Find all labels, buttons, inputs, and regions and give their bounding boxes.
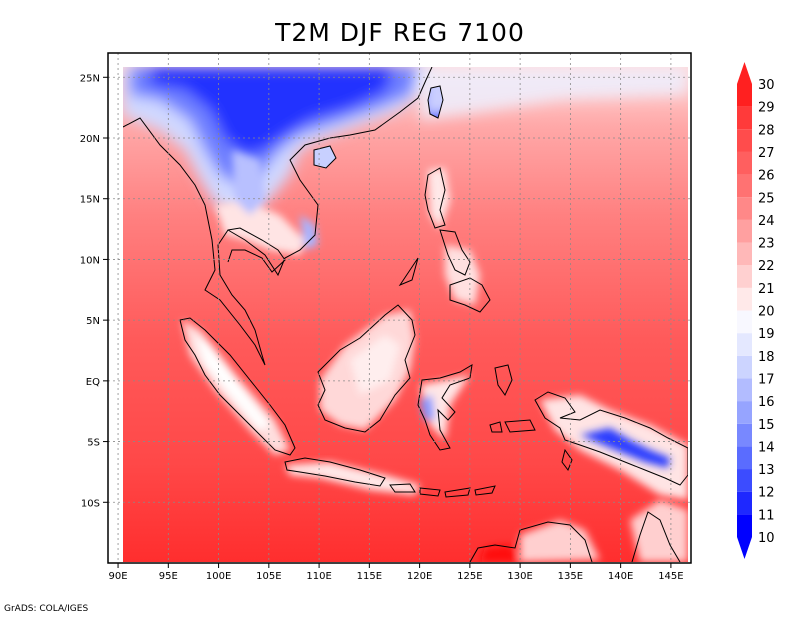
- colorbar-label: 27: [758, 146, 775, 161]
- colorbar-label: 20: [758, 305, 775, 320]
- colorbar-swatch: [737, 333, 752, 356]
- lat-tick-label: 10N: [80, 255, 100, 266]
- latitude-axis: 25N 20N 15N 10N 5N EQ 5S 10S: [80, 73, 108, 509]
- lon-tick-label: 130E: [507, 571, 532, 582]
- colorbar-label: 10: [758, 531, 775, 546]
- map-title: T2M DJF REG 7100: [275, 18, 525, 47]
- colorbar-swatch: [737, 151, 752, 175]
- lon-tick-label: 100E: [206, 571, 231, 582]
- colorbar-swatch: [737, 355, 752, 379]
- colorbar-label: 19: [758, 327, 775, 342]
- lon-tick-label: 95E: [159, 571, 178, 582]
- colorbar-label: 17: [758, 372, 775, 387]
- lat-tick-label: 5N: [86, 316, 100, 327]
- colorbar-label: 16: [758, 395, 775, 410]
- colorbar-label: 18: [758, 350, 775, 365]
- colorbar-swatch: [737, 423, 752, 447]
- colorbar-label: 14: [758, 440, 775, 455]
- colorbar-swatch: [737, 469, 752, 492]
- coastlines: [123, 67, 688, 562]
- colorbar-swatch: [737, 446, 752, 470]
- colorbar-label: 26: [758, 169, 775, 184]
- colorbar-swatch: [737, 174, 752, 198]
- colorbar-label: 28: [758, 123, 775, 138]
- lat-tick-label: EQ: [86, 377, 100, 388]
- temperature-field: [123, 67, 688, 562]
- colorbar-swatch: [737, 378, 752, 402]
- colorbar-swatch: [737, 106, 752, 130]
- longitude-axis: 90E 95E 100E 105E 110E 115E 120E 125E 130E 135E 14…: [109, 563, 684, 582]
- colorbar-swatch: [737, 491, 752, 515]
- lon-tick-label: 145E: [658, 571, 683, 582]
- colorbar-label: 29: [758, 101, 775, 116]
- colorbar-swatch: [737, 219, 752, 243]
- colorbar-swatch: [737, 84, 752, 107]
- colorbar-label: 24: [758, 214, 775, 229]
- colorbar-label: 12: [758, 486, 775, 501]
- colorbar-min-arrow: [737, 537, 752, 559]
- colorbar-swatch: [737, 514, 752, 537]
- lon-tick-label: 110E: [306, 571, 331, 582]
- colorbar: 10 11 12 13 14 15 16 17 18 19 20 21 22 23 24 25 26 27 28 29…: [737, 62, 775, 559]
- lat-tick-label: 15N: [80, 195, 100, 206]
- lat-tick-label: 10S: [81, 498, 100, 509]
- lon-tick-label: 125E: [457, 571, 482, 582]
- colorbar-swatch: [737, 287, 752, 311]
- colorbar-label: 22: [758, 259, 775, 274]
- lon-tick-label: 105E: [256, 571, 281, 582]
- lon-tick-label: 115E: [357, 571, 382, 582]
- lon-tick-label: 140E: [608, 571, 633, 582]
- colorbar-label: 21: [758, 282, 775, 297]
- map-frame: [107, 52, 692, 564]
- colorbar-label: 15: [758, 418, 775, 433]
- lat-tick-label: 20N: [80, 134, 100, 145]
- colorbar-swatch: [737, 310, 752, 334]
- colorbar-max-arrow: [737, 62, 752, 84]
- lon-tick-label: 90E: [109, 571, 128, 582]
- colorbar-swatch: [737, 242, 752, 266]
- footer-credit: GrADS: COLA/IGES: [4, 604, 89, 614]
- colorbar-label: 13: [758, 463, 775, 478]
- colorbar-label: 25: [758, 191, 775, 206]
- lat-tick-label: 25N: [80, 73, 100, 84]
- colorbar-label: 30: [758, 78, 775, 93]
- lon-tick-label: 120E: [407, 571, 432, 582]
- lat-tick-label: 5S: [87, 438, 100, 449]
- colorbar-swatch: [737, 401, 752, 424]
- graticule: [108, 53, 691, 563]
- colorbar-label: 11: [758, 508, 775, 523]
- colorbar-swatch: [737, 129, 752, 152]
- lon-tick-label: 135E: [558, 571, 583, 582]
- colorbar-swatch: [737, 197, 752, 220]
- colorbar-label: 23: [758, 237, 775, 252]
- colorbar-swatch: [737, 265, 752, 288]
